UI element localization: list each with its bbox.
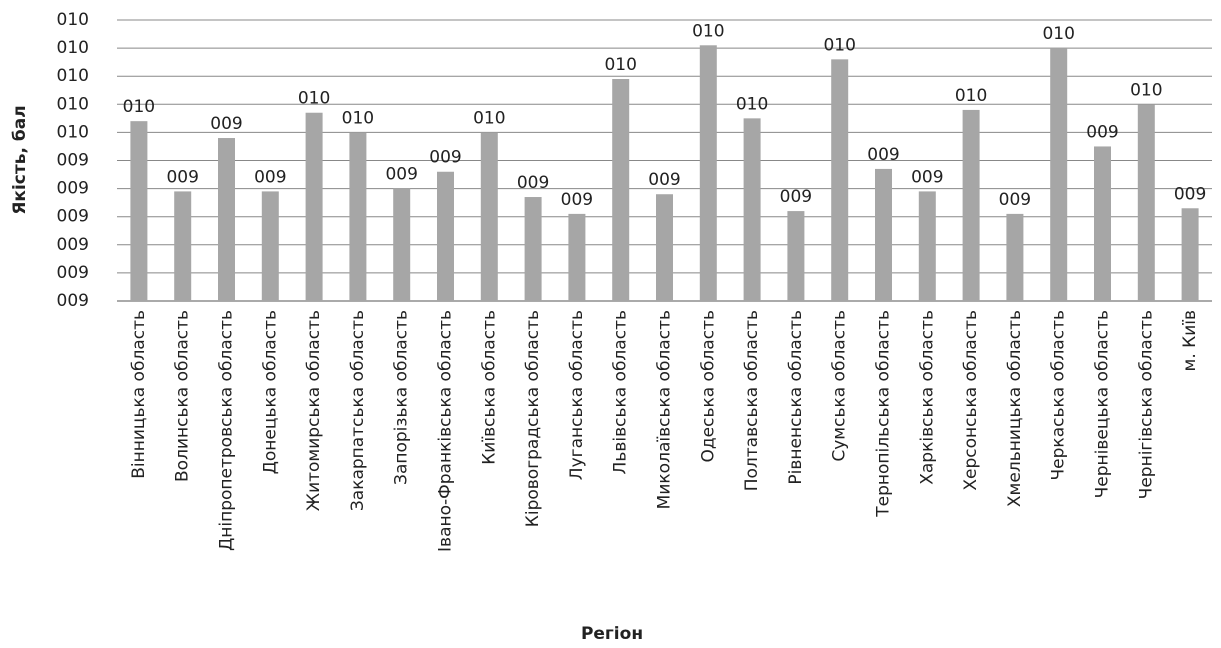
x-tick-label: Дніпропетровська область [217,310,237,551]
y-tick-label: 010 [57,122,89,142]
x-axis-title: Регіон [581,624,643,644]
bar [1050,48,1068,301]
value-label: 010 [1130,80,1162,100]
y-tick-label: 009 [57,151,89,171]
x-tick-label: Херсонська область [961,310,981,491]
x-tick-label: Вінницька область [129,310,149,479]
x-tick-label: Донецька область [260,310,280,474]
x-tick-label: Кіровоградська область [523,310,543,527]
y-tick-label: 010 [57,38,89,58]
value-label: 009 [561,190,593,210]
x-tick-label: Луганська область [567,310,587,480]
y-tick-label: 010 [57,10,89,30]
bar [875,168,892,301]
y-axis-title: Якість, бал [10,105,30,214]
bar [743,118,761,301]
x-tick-label: Львівська область [611,310,631,474]
x-tick-label: Чернівецька область [1093,310,1113,498]
value-label: 009 [780,187,812,207]
value-label: 010 [342,108,374,128]
bar [656,194,673,301]
x-tick-label: Хмельницька область [1005,310,1025,507]
bar [305,112,323,301]
value-label: 009 [429,148,461,168]
value-label: 009 [210,114,242,134]
x-tick-label: Полтавська область [742,310,762,491]
bar [787,211,805,301]
x-tick-label: Рівненська область [786,310,806,485]
x-tick-label: Закарпатська область [348,310,368,511]
value-label: 009 [166,167,198,187]
value-label: 010 [298,89,330,109]
y-tick-label: 009 [57,263,89,283]
bar [962,109,980,301]
y-tick-label: 010 [57,66,89,86]
x-tick-label: Івано-Франківська область [436,310,456,552]
y-tick-label: 009 [57,291,89,311]
x-tick-label: Житомирська область [304,310,324,511]
x-tick-label: Запорізька область [392,310,412,485]
x-tick-label: Тернопільська область [874,310,894,518]
bar [174,191,192,301]
value-label: 009 [254,167,286,187]
bar [699,45,717,301]
y-tick-label: 009 [57,235,89,255]
bar [612,79,630,301]
bar [831,59,849,302]
bar [218,138,235,301]
bar [130,121,148,301]
x-tick-label: Чернігівська область [1136,310,1156,499]
value-label: 009 [999,190,1031,210]
y-tick-label: 010 [57,94,89,114]
value-label: 009 [385,165,417,185]
value-label: 009 [1086,122,1118,142]
bar [393,188,411,301]
value-label: 010 [604,55,636,75]
value-label: 010 [1042,24,1074,44]
value-label: 010 [123,97,155,117]
bar [568,213,586,301]
value-label: 010 [955,86,987,106]
value-label: 009 [648,170,680,190]
bar [480,132,498,301]
value-label: 009 [911,167,943,187]
value-label: 009 [867,145,899,165]
value-label: 009 [517,173,549,193]
value-label: 010 [736,94,768,114]
x-tick-label: Сумська область [830,310,850,462]
x-tick-label: м. Київ [1180,310,1200,372]
x-tick-label: Одеська область [698,310,718,463]
bar [437,171,454,301]
x-tick-label: Миколаївська область [655,310,675,509]
value-label: 009 [1174,184,1206,204]
bar [349,132,367,301]
x-tick-label: Черкаська область [1049,310,1069,480]
value-label: 010 [473,108,505,128]
bar [524,197,542,301]
x-tick-label: Волинська область [173,310,193,482]
bar [261,191,279,301]
y-tick-label: 009 [57,179,89,199]
x-tick-label: Київська область [479,310,499,465]
bar [1006,213,1024,301]
y-tick-label: 009 [57,207,89,227]
bar [918,191,936,301]
value-label: 010 [692,21,724,41]
bar [1094,146,1111,301]
bar [1137,104,1155,301]
value-label: 010 [823,35,855,55]
x-tick-label: Харківська область [917,310,937,485]
bar [1181,208,1199,301]
